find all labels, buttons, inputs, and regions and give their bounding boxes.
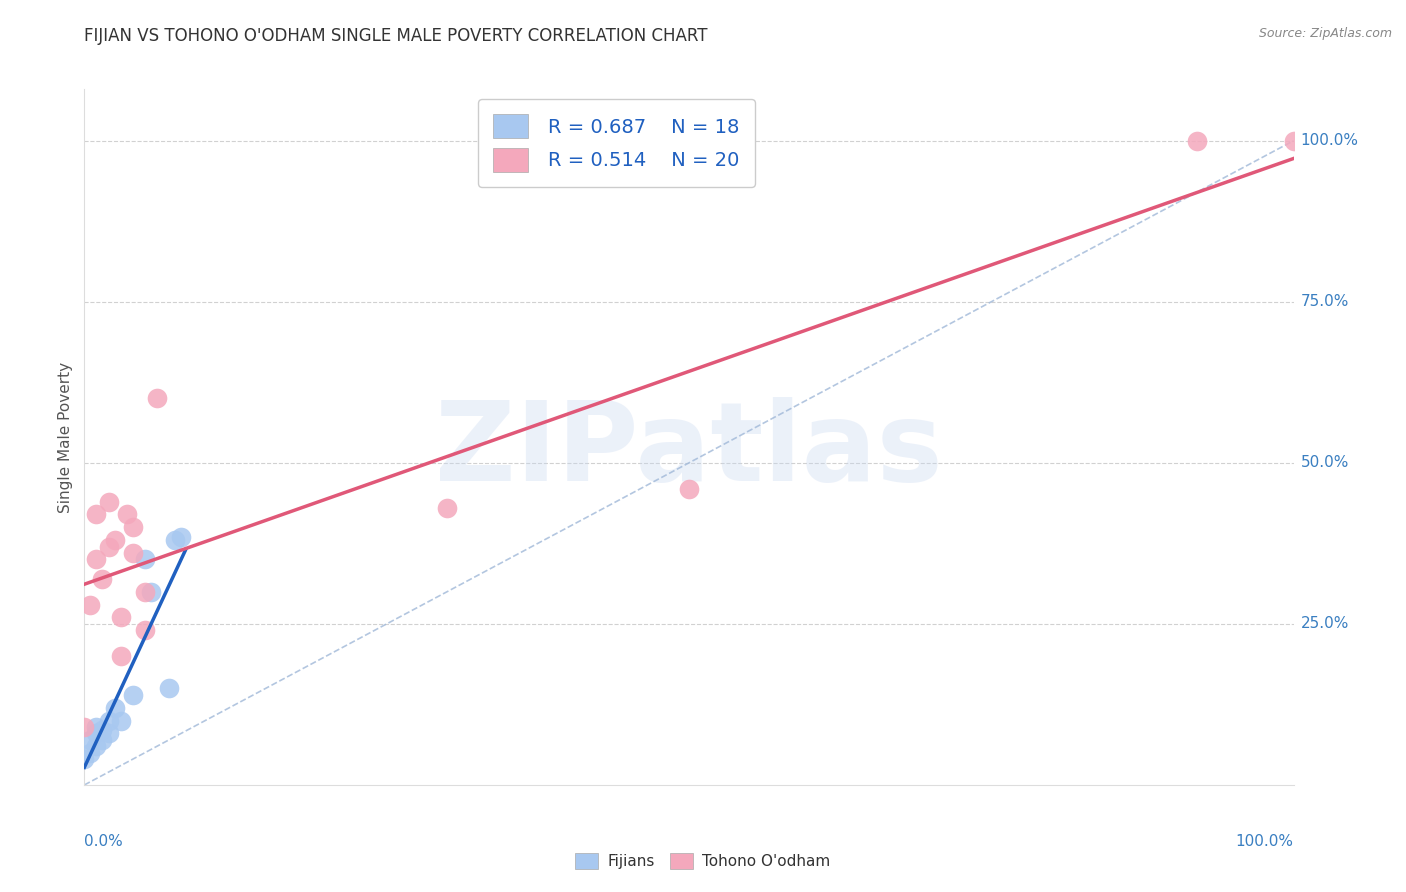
Point: [436, 500, 458, 515]
Point: [110, 649, 132, 664]
Point: [1282, 134, 1305, 148]
Legend: R = 0.687    N = 18, R = 0.514    N = 20: R = 0.687 N = 18, R = 0.514 N = 20: [478, 99, 755, 187]
Point: [139, 584, 162, 599]
Point: [1185, 134, 1208, 148]
Point: [97, 494, 120, 508]
Point: [121, 546, 143, 560]
Point: [110, 714, 132, 728]
Text: FIJIAN VS TOHONO O'ODHAM SINGLE MALE POVERTY CORRELATION CHART: FIJIAN VS TOHONO O'ODHAM SINGLE MALE POV…: [84, 27, 707, 45]
Text: ZIPatlas: ZIPatlas: [434, 398, 943, 505]
Point: [134, 584, 156, 599]
Point: [86, 739, 108, 754]
Text: 25.0%: 25.0%: [1301, 616, 1348, 632]
Point: [104, 533, 127, 548]
Point: [115, 508, 138, 522]
Point: [91, 732, 114, 747]
Point: [73, 720, 96, 734]
Point: [79, 598, 101, 612]
Text: 100.0%: 100.0%: [1236, 834, 1294, 849]
Text: 100.0%: 100.0%: [1301, 133, 1358, 148]
Text: Source: ZipAtlas.com: Source: ZipAtlas.com: [1258, 27, 1392, 40]
Point: [170, 530, 193, 544]
Point: [97, 714, 120, 728]
Point: [121, 520, 143, 534]
Point: [110, 610, 132, 624]
Point: [86, 726, 108, 740]
Text: 0.0%: 0.0%: [84, 834, 124, 849]
Point: [86, 552, 108, 566]
Legend: Fijians, Tohono O'odham: Fijians, Tohono O'odham: [569, 847, 837, 875]
Text: 50.0%: 50.0%: [1301, 455, 1348, 470]
Point: [146, 392, 169, 406]
Point: [134, 624, 156, 638]
Point: [104, 700, 127, 714]
Point: [73, 752, 96, 766]
Point: [79, 746, 101, 760]
Point: [79, 732, 101, 747]
Text: 75.0%: 75.0%: [1301, 294, 1348, 310]
Point: [97, 540, 120, 554]
Point: [91, 723, 114, 738]
Point: [157, 681, 180, 696]
Point: [163, 533, 186, 548]
Point: [86, 720, 108, 734]
Y-axis label: Single Male Poverty: Single Male Poverty: [58, 361, 73, 513]
Point: [121, 688, 143, 702]
Point: [91, 572, 114, 586]
Point: [678, 482, 700, 496]
Point: [134, 552, 156, 566]
Point: [97, 726, 120, 740]
Point: [86, 508, 108, 522]
